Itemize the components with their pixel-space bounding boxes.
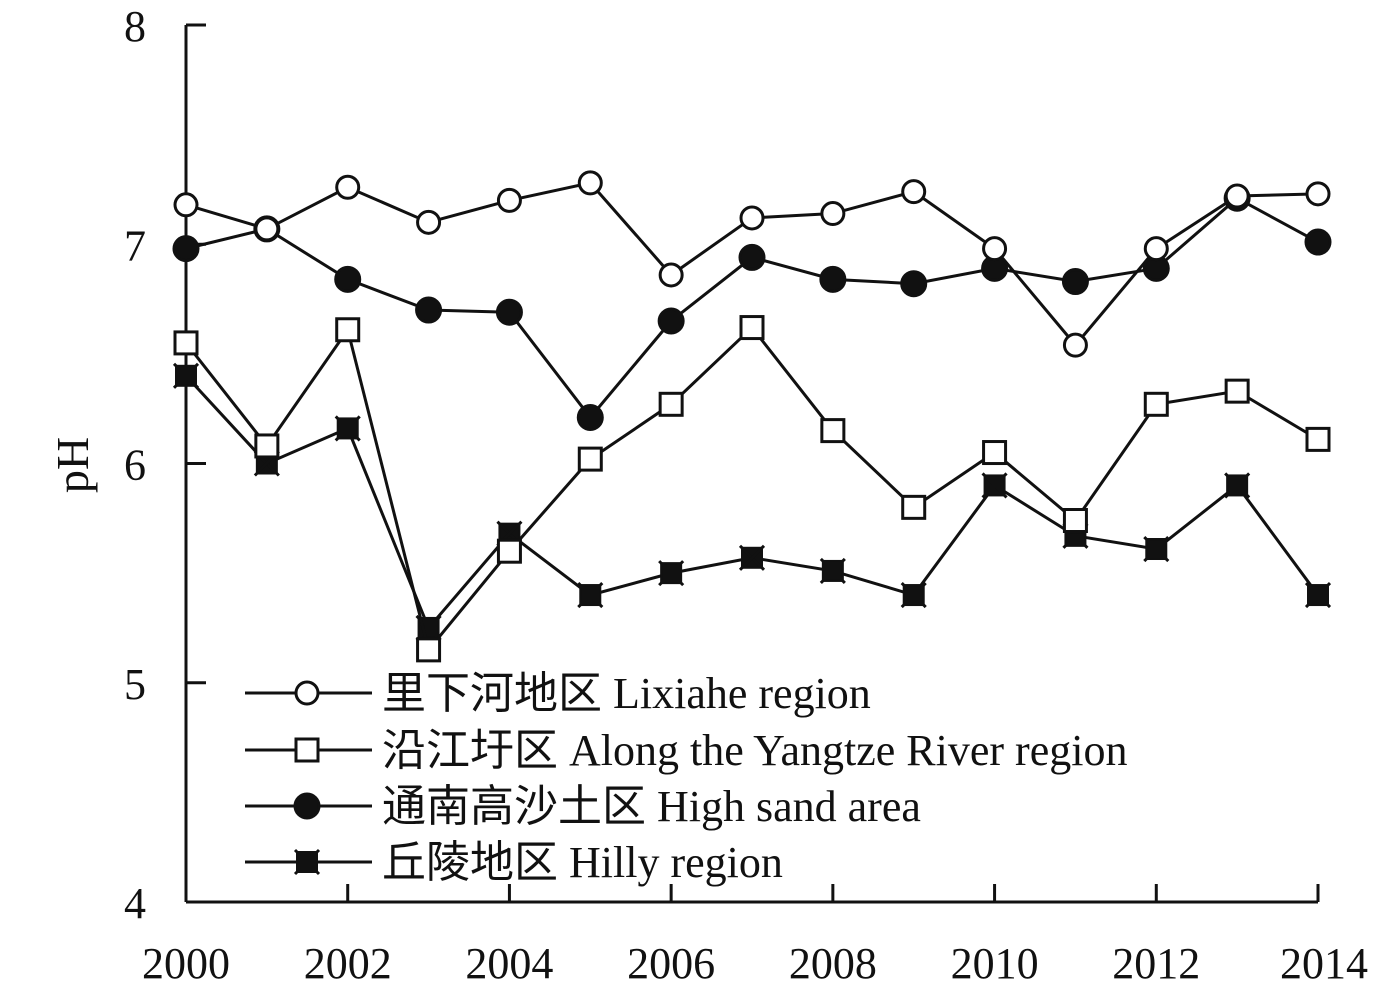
data-point-filled-square (577, 581, 604, 609)
data-point-filled-square (293, 848, 321, 876)
data-point-filled-square (334, 415, 361, 442)
x-tick-label: 2012 (1112, 939, 1200, 984)
y-tick-label: 4 (124, 879, 146, 928)
data-point-filled-circle (334, 265, 362, 293)
square-marker-cross (172, 362, 200, 389)
data-point-filled-circle (172, 235, 200, 263)
legend-entry: 里下河地区 Lixiahe region (245, 669, 871, 718)
x-tick-label: 2000 (142, 939, 230, 984)
data-point-open-square (254, 433, 280, 459)
series-layer (172, 170, 1332, 663)
data-point-filled-circle (657, 307, 685, 335)
data-point-filled-square (981, 472, 1008, 499)
data-point-filled-square (1304, 581, 1332, 609)
square-marker-cross (293, 848, 321, 876)
data-point-open-square (1305, 426, 1331, 452)
data-point-open-square (982, 440, 1008, 466)
data-point-filled-circle (1304, 228, 1332, 256)
data-point-filled-circle (576, 403, 604, 431)
legend-label: 丘陵地区 Hilly region (382, 838, 783, 887)
square-marker-cross (981, 472, 1008, 499)
data-point-open-square (658, 391, 684, 417)
data-point-filled-circle (900, 270, 928, 298)
data-point-open-circle (1224, 183, 1250, 209)
data-point-open-square (1143, 391, 1169, 417)
legend-label: 里下河地区 Lixiahe region (382, 669, 871, 718)
data-point-open-circle (739, 205, 765, 231)
data-point-filled-square (172, 362, 200, 389)
square-marker-cross (1143, 535, 1170, 563)
legend-label: 沿江圩区 Along the Yangtze River region (382, 726, 1127, 775)
data-point-open-circle (416, 209, 442, 235)
data-point-filled-circle (293, 792, 321, 820)
series-line (185, 196, 1319, 420)
x-tick-label: 2006 (627, 939, 715, 984)
x-tick-label: 2002 (304, 939, 392, 984)
data-point-open-square (739, 315, 765, 341)
square-marker-cross (1224, 472, 1251, 499)
axes: 4 5 6 7 8 2000 2002 2004 2006 2008 2010 2012 2014 (124, 2, 1368, 984)
data-point-open-circle (982, 236, 1008, 262)
data-point-filled-circle (495, 298, 523, 326)
square-marker-cross (819, 557, 846, 584)
y-tick-label: 7 (124, 221, 146, 270)
square-marker-cross (658, 560, 685, 587)
legend-entry: 通南高沙土区 High sand area (245, 782, 921, 831)
data-point-open-circle (1062, 332, 1088, 358)
x-tick-label: 2004 (465, 939, 553, 984)
square-marker-cross (334, 415, 361, 442)
square-marker-cross (577, 581, 604, 609)
data-point-open-circle (1305, 181, 1331, 207)
data-point-open-circle (901, 179, 927, 205)
x-tick-label: 2008 (789, 939, 877, 984)
data-point-filled-square (738, 544, 766, 571)
x-tick-label: 2014 (1280, 939, 1368, 984)
data-point-open-circle (820, 201, 846, 227)
square-marker-cross (738, 544, 766, 571)
square-marker-cross (1304, 581, 1332, 609)
data-point-open-circle (496, 187, 522, 213)
data-point-filled-square (658, 560, 685, 587)
data-point-filled-circle (819, 265, 847, 293)
data-point-open-square (416, 637, 442, 663)
data-point-open-square (1224, 378, 1250, 404)
series-1 (173, 170, 1331, 358)
data-point-filled-square (1143, 535, 1170, 563)
data-point-open-circle (335, 174, 361, 200)
data-point-open-circle (577, 170, 603, 196)
y-axis-title: pH (47, 437, 98, 493)
data-point-filled-circle (1061, 268, 1089, 296)
data-point-filled-circle (415, 296, 443, 324)
data-point-open-circle (173, 192, 199, 218)
series-line (184, 325, 1319, 654)
data-point-filled-square (1224, 472, 1251, 499)
legend-entry: 沿江圩区 Along the Yangtze River region (245, 726, 1127, 775)
square-marker-cross (415, 614, 442, 641)
data-point-filled-circle (738, 243, 766, 271)
square-marker-cross (900, 581, 927, 609)
data-point-open-circle (294, 680, 320, 706)
data-point-filled-square (900, 581, 927, 609)
y-tick-label: 5 (124, 660, 146, 709)
data-point-open-circle (1143, 236, 1169, 262)
x-tick-label: 2010 (951, 939, 1039, 984)
data-point-open-square (496, 538, 522, 564)
legend-label: 通南高沙土区 High sand area (382, 782, 921, 831)
data-point-open-square (820, 418, 846, 444)
y-tick-label: 8 (124, 2, 146, 51)
data-point-open-circle (658, 262, 684, 288)
data-point-open-square (294, 737, 320, 763)
legend: 里下河地区 Lixiahe region 沿江圩区 Along the Yangt… (245, 669, 1127, 887)
series-2 (173, 315, 1331, 663)
data-point-open-square (1062, 508, 1088, 534)
y-tick-label: 6 (124, 441, 146, 490)
legend-entry: 丘陵地区 Hilly region (245, 838, 783, 887)
data-point-open-square (173, 330, 199, 356)
data-point-open-circle (254, 216, 280, 242)
data-point-filled-square (819, 557, 846, 584)
data-point-open-square (577, 446, 603, 472)
data-point-open-square (335, 317, 361, 343)
data-point-open-square (901, 494, 927, 520)
